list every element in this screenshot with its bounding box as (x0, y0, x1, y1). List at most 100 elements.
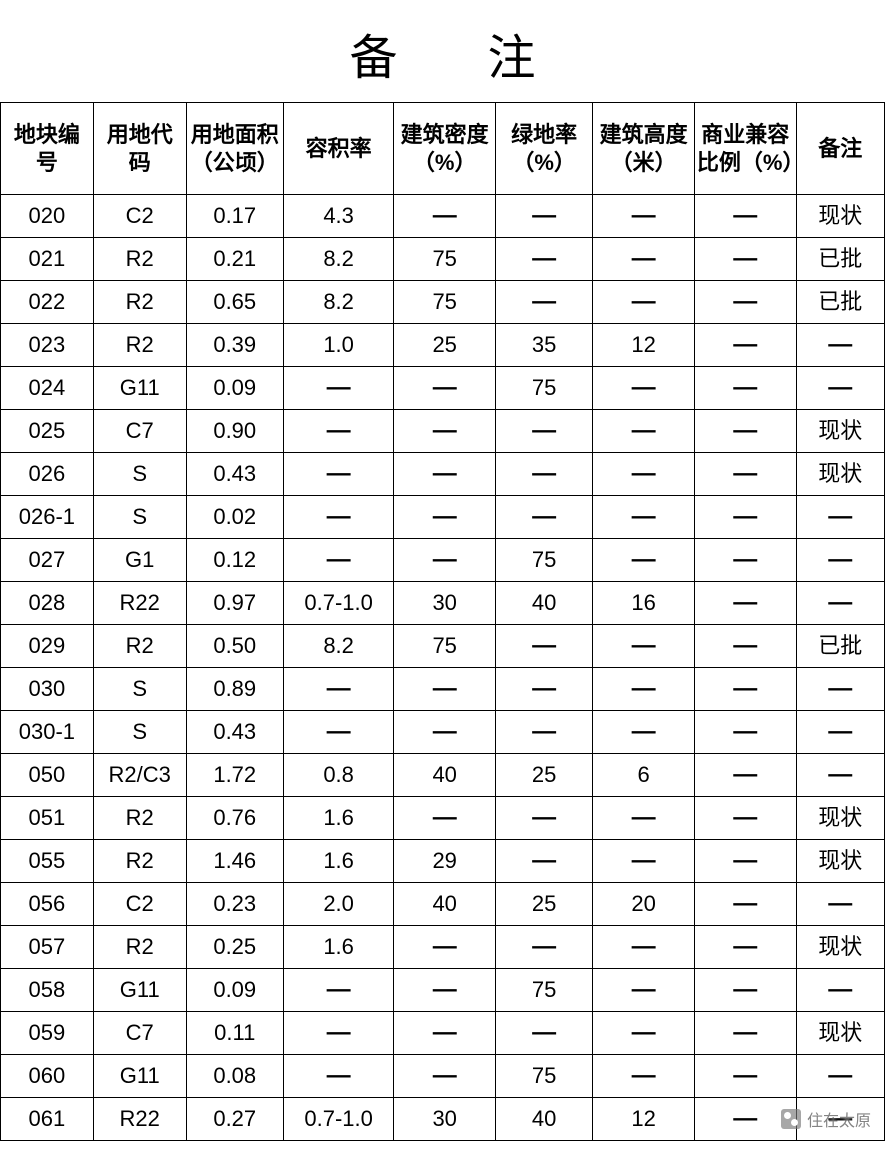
table-cell: — (394, 410, 496, 453)
table-cell: 024 (1, 367, 94, 410)
table-cell: 4.3 (283, 195, 394, 238)
table-cell: — (496, 840, 593, 883)
table-cell: — (796, 668, 884, 711)
table-cell: — (694, 195, 796, 238)
table-cell: 029 (1, 625, 94, 668)
table-cell: — (283, 1012, 394, 1055)
table-cell: — (593, 1012, 695, 1055)
table-cell: — (496, 281, 593, 324)
table-cell: 030 (1, 668, 94, 711)
table-cell: — (694, 969, 796, 1012)
table-cell: 1.46 (186, 840, 283, 883)
watermark: 住在太原 (781, 1107, 871, 1131)
table-cell: — (694, 496, 796, 539)
table-cell: 75 (496, 969, 593, 1012)
table-cell: — (496, 625, 593, 668)
table-cell: C2 (93, 195, 186, 238)
table-cell: — (593, 625, 695, 668)
table-cell: 现状 (796, 195, 884, 238)
table-cell: R22 (93, 582, 186, 625)
table-cell: 028 (1, 582, 94, 625)
table-cell: — (694, 539, 796, 582)
table-cell: 30 (394, 1098, 496, 1141)
table-cell: 0.97 (186, 582, 283, 625)
table-cell: 0.39 (186, 324, 283, 367)
page-container: 备注 地块编号 用地代码 用地面积（公顷） 容积率 建筑密度（%） 绿地率（%）… (0, 0, 885, 1141)
table-cell: — (796, 496, 884, 539)
table-cell: — (394, 797, 496, 840)
table-cell: — (694, 453, 796, 496)
col-area-ha: 用地面积（公顷） (186, 103, 283, 195)
table-cell: — (593, 797, 695, 840)
table-cell: 现状 (796, 453, 884, 496)
table-cell: 026-1 (1, 496, 94, 539)
table-cell: G11 (93, 1055, 186, 1098)
table-cell: — (593, 367, 695, 410)
table-cell: 75 (394, 625, 496, 668)
col-height-m: 建筑高度（米） (593, 103, 695, 195)
table-cell: 1.6 (283, 926, 394, 969)
table-row: 026S0.43—————现状 (1, 453, 885, 496)
table-row: 055R21.461.629———现状 (1, 840, 885, 883)
table-cell: 0.43 (186, 453, 283, 496)
table-cell: — (593, 668, 695, 711)
table-cell: G11 (93, 969, 186, 1012)
col-commercial-pct: 商业兼容比例（%） (694, 103, 796, 195)
table-cell: — (694, 797, 796, 840)
table-cell: — (283, 711, 394, 754)
land-parcel-table: 地块编号 用地代码 用地面积（公顷） 容积率 建筑密度（%） 绿地率（%） 建筑… (0, 102, 885, 1141)
table-cell: — (283, 367, 394, 410)
table-cell: 0.65 (186, 281, 283, 324)
table-cell: — (394, 367, 496, 410)
table-cell: 30 (394, 582, 496, 625)
table-cell: — (593, 410, 695, 453)
table-row: 057R20.251.6————现状 (1, 926, 885, 969)
table-row: 025C70.90—————现状 (1, 410, 885, 453)
table-cell: G1 (93, 539, 186, 582)
table-cell: 0.09 (186, 969, 283, 1012)
table-cell: — (394, 1012, 496, 1055)
table-cell: 023 (1, 324, 94, 367)
table-cell: — (593, 238, 695, 281)
table-cell: — (283, 668, 394, 711)
table-cell: 020 (1, 195, 94, 238)
watermark-text: 住在太原 (807, 1107, 871, 1131)
table-cell: 0.21 (186, 238, 283, 281)
table-cell: 055 (1, 840, 94, 883)
table-cell: 060 (1, 1055, 94, 1098)
table-cell: — (694, 582, 796, 625)
table-cell: 0.7-1.0 (283, 582, 394, 625)
table-cell: — (394, 969, 496, 1012)
table-cell: — (694, 1055, 796, 1098)
table-cell: 40 (394, 883, 496, 926)
table-cell: — (694, 711, 796, 754)
table-row: 030S0.89—————— (1, 668, 885, 711)
table-cell: — (694, 410, 796, 453)
table-cell: 已批 (796, 238, 884, 281)
table-cell: 059 (1, 1012, 94, 1055)
table-cell: 29 (394, 840, 496, 883)
table-cell: — (796, 1055, 884, 1098)
table-row: 030-1S0.43—————— (1, 711, 885, 754)
table-cell: 40 (496, 1098, 593, 1141)
table-cell: — (496, 453, 593, 496)
table-cell: — (796, 539, 884, 582)
table-cell: — (283, 1055, 394, 1098)
table-cell: 8.2 (283, 625, 394, 668)
table-cell: 35 (496, 324, 593, 367)
table-cell: — (796, 883, 884, 926)
table-cell: — (694, 926, 796, 969)
table-cell: — (394, 926, 496, 969)
table-cell: 12 (593, 1098, 695, 1141)
table-cell: — (694, 238, 796, 281)
table-cell: — (796, 754, 884, 797)
table-cell: — (796, 367, 884, 410)
table-cell: — (394, 668, 496, 711)
table-cell: — (283, 969, 394, 1012)
table-cell: — (593, 969, 695, 1012)
table-row: 029R20.508.275———已批 (1, 625, 885, 668)
table-cell: S (93, 496, 186, 539)
col-land-code: 用地代码 (93, 103, 186, 195)
table-cell: 8.2 (283, 281, 394, 324)
table-cell: — (593, 926, 695, 969)
